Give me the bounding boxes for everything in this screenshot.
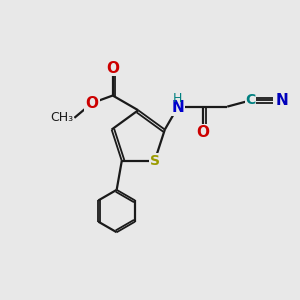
Text: CH₃: CH₃ [50,111,73,124]
Text: N: N [276,93,288,108]
Text: H: H [172,92,182,105]
Text: O: O [196,125,210,140]
Text: O: O [106,61,119,76]
Text: O: O [85,96,98,111]
Text: C: C [245,93,256,107]
Text: N: N [172,100,184,115]
Text: S: S [150,154,160,168]
